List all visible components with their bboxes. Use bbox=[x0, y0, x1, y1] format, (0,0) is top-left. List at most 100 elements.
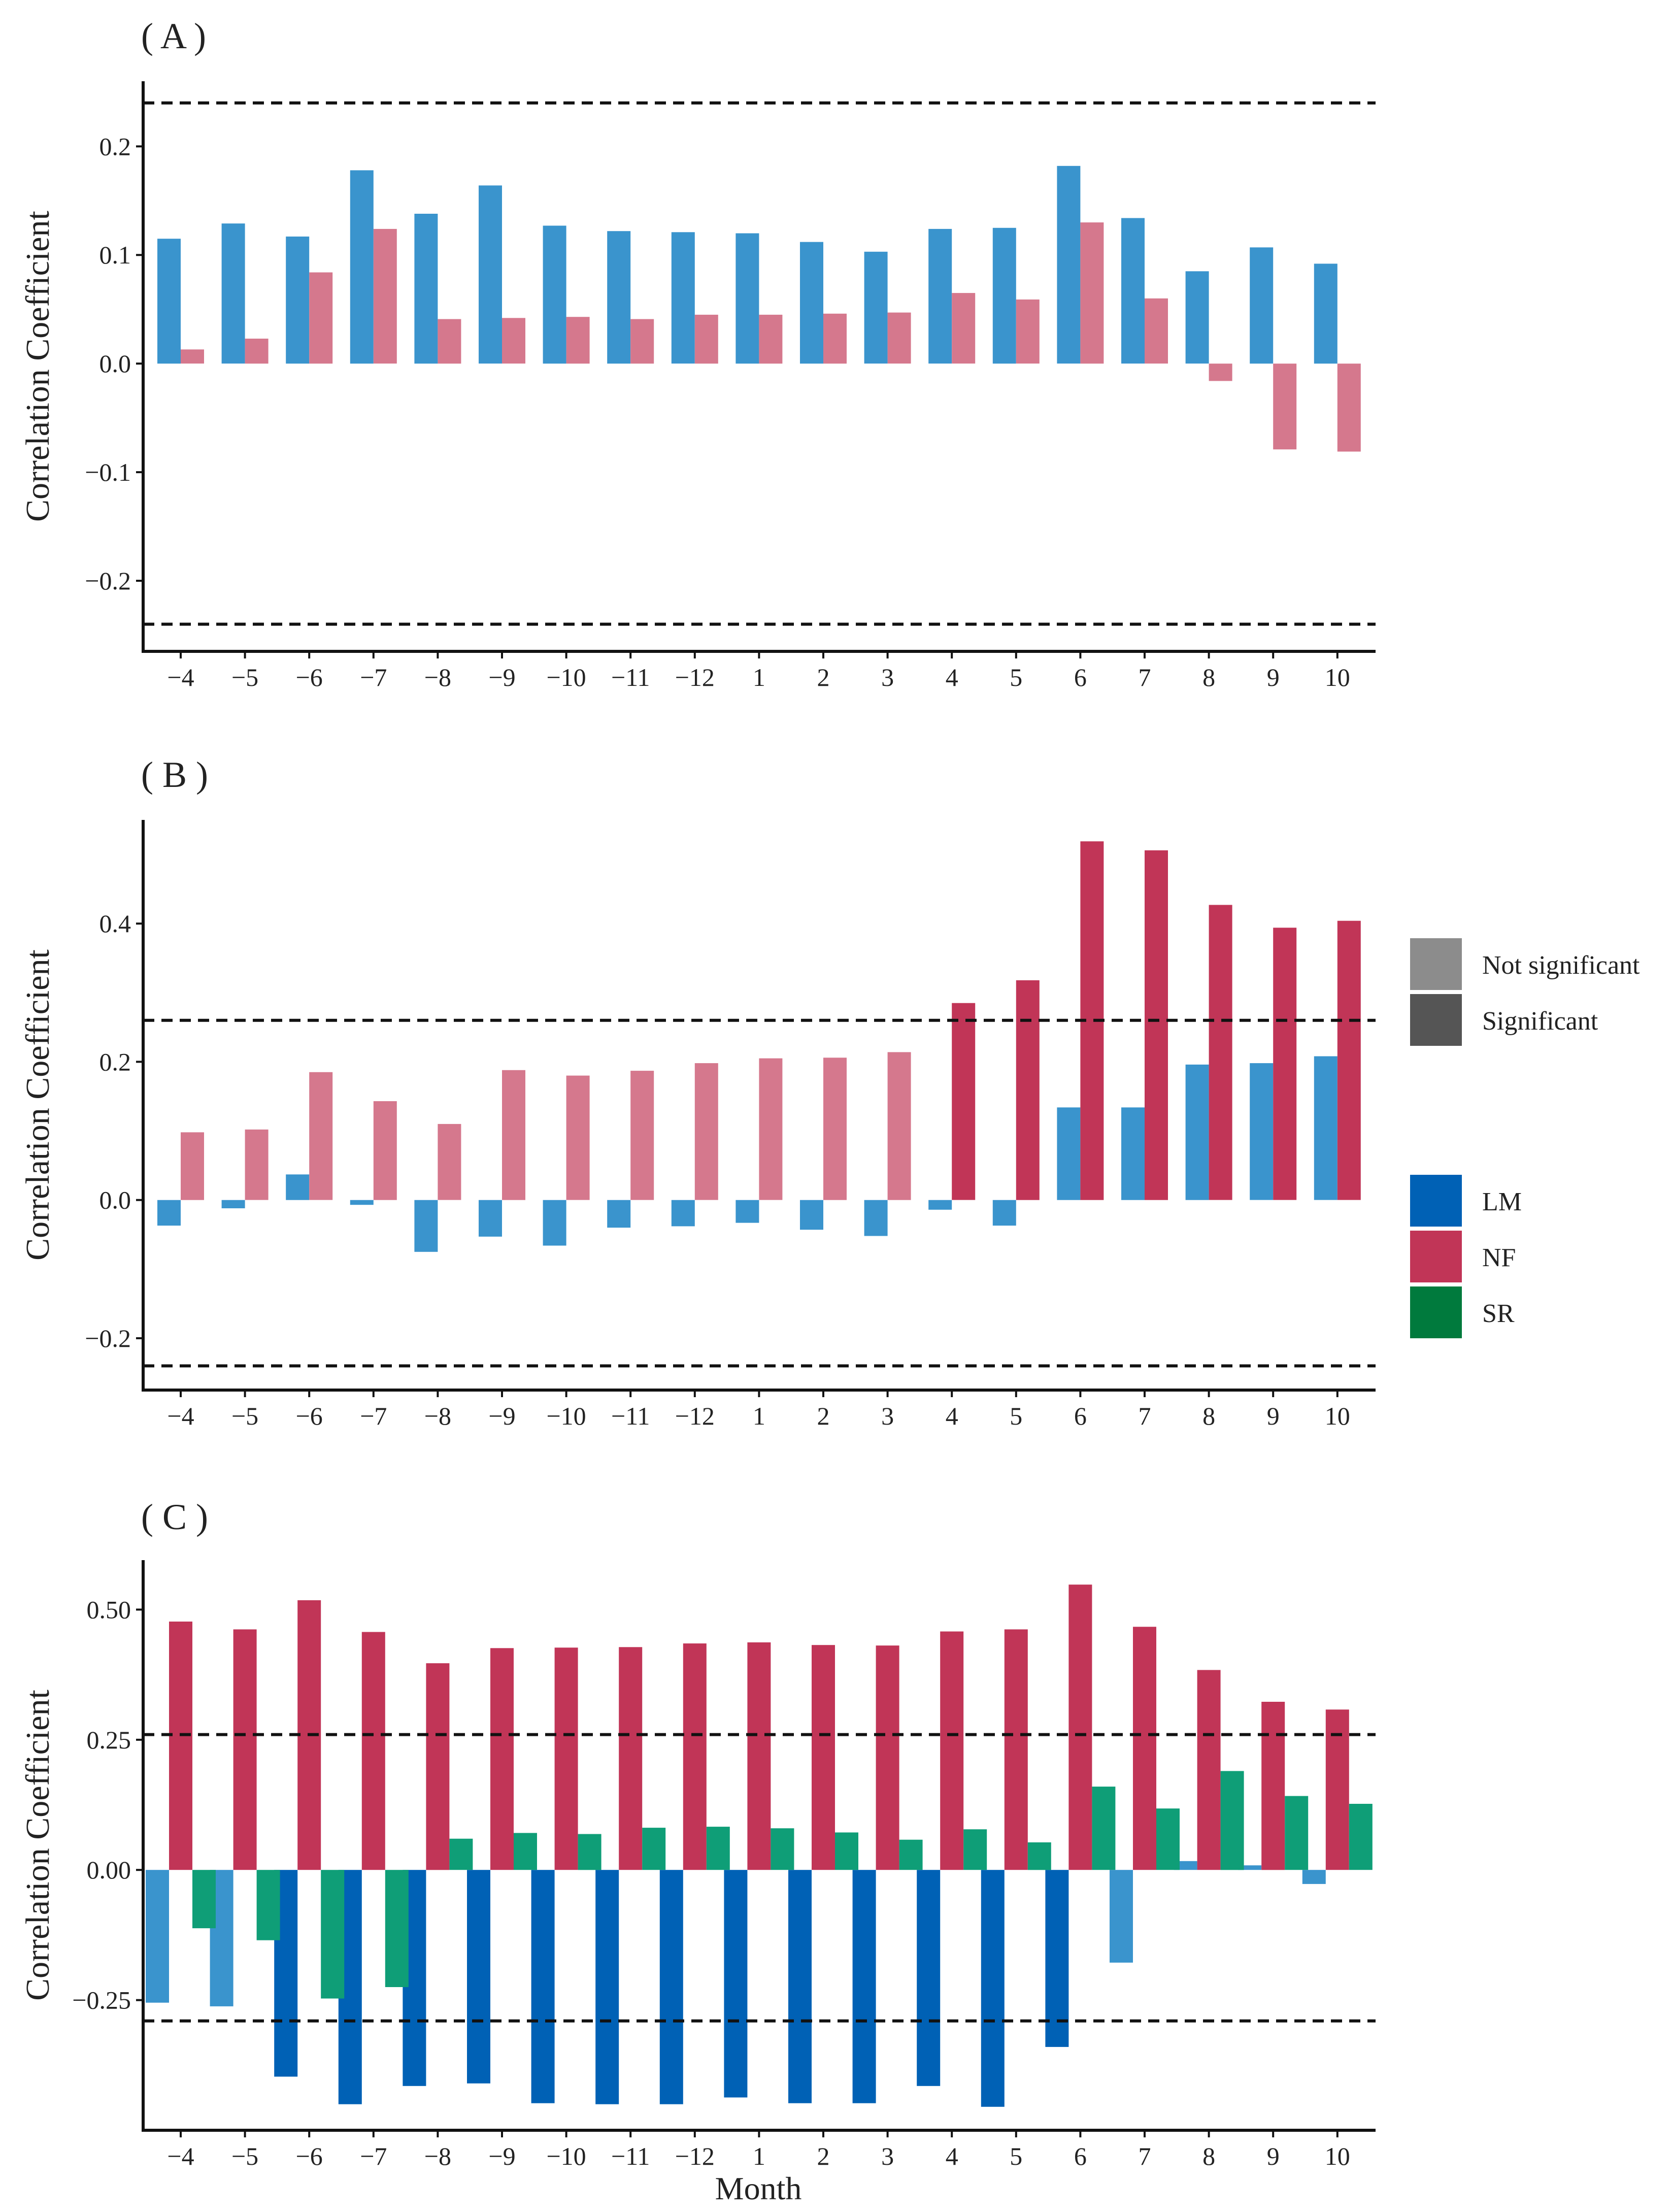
bar-sr-minus6 bbox=[321, 1870, 345, 1999]
bar-lm-3 bbox=[852, 1870, 876, 2103]
bar-lm-6 bbox=[1057, 1107, 1081, 1200]
legend-swatch-nf bbox=[1410, 1231, 1462, 1282]
x-tick-label: 6 bbox=[1074, 663, 1087, 691]
bar-lm-minus8 bbox=[414, 214, 438, 364]
bar-nf-9 bbox=[1273, 364, 1297, 450]
bar-lm-10 bbox=[1302, 1870, 1326, 1884]
bar-nf-minus4 bbox=[181, 1132, 204, 1200]
bar-sr-1 bbox=[771, 1828, 794, 1870]
bar-nf-1 bbox=[747, 1642, 771, 1870]
bar-sr-9 bbox=[1285, 1796, 1309, 1870]
bar-lm-3 bbox=[864, 251, 888, 364]
y-tick-label: 0.50 bbox=[87, 1595, 131, 1624]
bar-lm-minus11 bbox=[607, 231, 631, 364]
panel-2: ( B ) Correlation Coefficient −0.2 0.0 0.2 0.… bbox=[19, 754, 1376, 1430]
y-axis-label: Correlation Coefficient bbox=[19, 1690, 56, 2001]
x-tick-label: 9 bbox=[1267, 2142, 1280, 2170]
bar-sr-10 bbox=[1349, 1804, 1373, 1870]
legend-label-sr: SR bbox=[1482, 1299, 1515, 1328]
x-tick-label: −9 bbox=[488, 663, 515, 691]
bar-nf-2 bbox=[812, 1645, 835, 1870]
bar-nf-7 bbox=[1145, 850, 1168, 1200]
x-tick-label: −10 bbox=[546, 1402, 586, 1430]
bar-nf-10 bbox=[1337, 920, 1361, 1200]
legend-swatch-lm bbox=[1410, 1175, 1462, 1227]
bar-nf-10 bbox=[1325, 1709, 1349, 1870]
x-tick-label: 7 bbox=[1139, 663, 1151, 691]
x-tick-label: 4 bbox=[946, 2142, 958, 2170]
x-tick-label: −10 bbox=[546, 663, 586, 691]
y-tick-label: 0.1 bbox=[99, 241, 131, 269]
bar-lm-8 bbox=[1185, 1064, 1209, 1200]
x-tick-label: −11 bbox=[611, 1402, 650, 1430]
x-tick-label: −11 bbox=[611, 663, 650, 691]
x-tick-label: 9 bbox=[1267, 663, 1280, 691]
bar-nf-minus10 bbox=[554, 1647, 578, 1870]
bar-sr-minus7 bbox=[385, 1870, 409, 1987]
bar-nf-minus11 bbox=[630, 1071, 654, 1200]
bar-nf-minus4 bbox=[181, 349, 204, 364]
bar-lm-minus4 bbox=[157, 1200, 181, 1226]
bar-sr-4 bbox=[963, 1829, 987, 1870]
bar-lm-minus9 bbox=[479, 1200, 502, 1237]
x-tick-label: 1 bbox=[753, 2142, 765, 2170]
x-tick-label: 1 bbox=[753, 1402, 765, 1430]
x-tick-label: 1 bbox=[753, 663, 765, 691]
bar-lm-5 bbox=[992, 227, 1016, 364]
x-tick-label: −8 bbox=[424, 2142, 451, 2170]
bar-nf-minus11 bbox=[619, 1647, 643, 1870]
legend-swatch-not-significant bbox=[1410, 938, 1462, 990]
bar-lm-7 bbox=[1110, 1870, 1133, 1963]
bar-nf-minus4 bbox=[169, 1622, 192, 1870]
x-tick-label: −5 bbox=[231, 663, 258, 691]
x-tick-label: −6 bbox=[296, 1402, 323, 1430]
bar-nf-minus8 bbox=[438, 319, 461, 364]
bar-lm-2 bbox=[800, 242, 823, 364]
x-tick-label: 8 bbox=[1202, 663, 1215, 691]
bar-sr-minus9 bbox=[514, 1833, 537, 1870]
legend-label-not-significant: Not significant bbox=[1482, 951, 1640, 980]
bar-nf-1 bbox=[759, 1058, 783, 1200]
bar-lm-minus10 bbox=[531, 1870, 555, 2103]
bar-lm-4 bbox=[928, 228, 952, 364]
bar-lm-1 bbox=[735, 233, 759, 364]
panel-1: ( A ) Correlation Coefficient −0.2 −0.1 0.0 0… bbox=[19, 16, 1376, 691]
x-tick-label: −9 bbox=[488, 2142, 515, 2170]
x-tick-label: −8 bbox=[424, 1402, 451, 1430]
bar-nf-8 bbox=[1209, 905, 1232, 1200]
x-tick-label: −4 bbox=[167, 663, 194, 691]
x-tick-label: 5 bbox=[1010, 663, 1022, 691]
x-tick-label: −4 bbox=[167, 2142, 194, 2170]
bar-nf-2 bbox=[823, 1058, 847, 1200]
bar-nf-3 bbox=[876, 1645, 899, 1870]
bar-nf-4 bbox=[952, 293, 976, 364]
bar-lm-minus6 bbox=[286, 236, 310, 364]
bar-nf-minus12 bbox=[694, 314, 718, 364]
panel-title: ( C ) bbox=[141, 1497, 208, 1537]
bar-nf-minus7 bbox=[361, 1632, 385, 1870]
y-tick-label: 0.00 bbox=[87, 1856, 131, 1884]
bar-nf-7 bbox=[1145, 298, 1168, 364]
bar-nf-8 bbox=[1197, 1670, 1221, 1870]
bar-nf-5 bbox=[1016, 299, 1040, 364]
bar-sr-8 bbox=[1220, 1771, 1244, 1870]
bar-lm-minus6 bbox=[286, 1174, 310, 1200]
x-tick-label: 10 bbox=[1325, 2142, 1350, 2170]
bar-sr-minus4 bbox=[192, 1870, 216, 1929]
x-tick-label: −5 bbox=[231, 2142, 258, 2170]
panels: ( A )Correlation Coefficient−0.2−0.10.00… bbox=[19, 16, 1376, 2170]
bar-nf-minus5 bbox=[245, 339, 269, 364]
bar-nf-9 bbox=[1273, 928, 1297, 1200]
bar-lm-9 bbox=[1238, 1865, 1262, 1870]
bar-lm-minus8 bbox=[414, 1200, 438, 1252]
bar-nf-1 bbox=[759, 314, 783, 364]
x-tick-label: −11 bbox=[611, 2142, 650, 2170]
bar-nf-minus6 bbox=[309, 272, 333, 364]
bar-lm-minus10 bbox=[543, 225, 566, 364]
bar-nf-minus11 bbox=[630, 319, 654, 364]
bar-lm-minus12 bbox=[671, 1200, 695, 1227]
bar-lm-7 bbox=[1121, 1107, 1145, 1200]
bar-nf-minus7 bbox=[373, 1101, 397, 1200]
legend-significance: Not significant Significant bbox=[1410, 938, 1640, 1046]
